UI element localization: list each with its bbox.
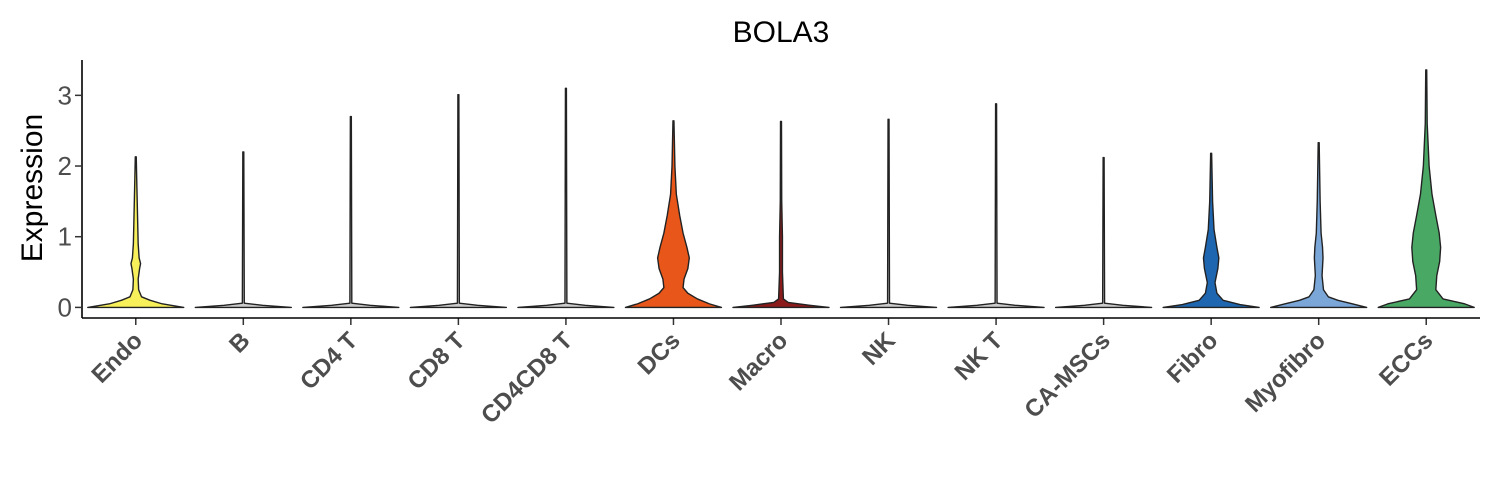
x-tick-label-macro: Macro [724,327,793,396]
y-axis-label: Expression [16,114,49,262]
y-tick-label: 0 [58,292,72,322]
x-tick-label-ca-mscs: CA-MSCs [1019,327,1115,423]
x-tick-label-nk: NK [857,327,901,371]
violin-ca-mscs [1054,156,1153,309]
x-tick-label-cd8-t: CD8 T [403,327,471,395]
x-tick-label-b: B [224,327,255,358]
x-tick-label-nk-t: NK T [950,327,1009,386]
x-tick-label-endo: Endo [86,327,148,389]
violin-group [87,69,1475,309]
violin-eccs [1377,69,1475,309]
violin-nk [839,118,938,309]
violin-endo [87,156,185,309]
x-tick-label-eccs: ECCs [1374,327,1438,391]
y-tick-label: 1 [58,222,72,252]
violin-fibro [1162,152,1260,309]
axes: Endo B CD4 T CD8 T CD4CD8 T DCs Macro NK NK T CA-… [58,60,1480,429]
violin-nk-t [947,103,1045,309]
chart-title: BOLA3 [733,16,830,49]
violin-cd4-t [302,115,400,309]
violin-cd8-t [409,93,508,309]
x-tick-label-cd4-t: CD4 T [295,327,363,395]
y-tick-label: 2 [58,151,72,181]
x-tick-label-myofibro: Myofibro [1240,327,1331,418]
y-tick-label: 3 [58,80,72,110]
violin-myofibro [1269,142,1368,309]
x-tick-label-cd4cd8-t: CD4CD8 T [476,327,578,429]
violin-macro [732,120,830,309]
violin-dcs [624,120,723,309]
x-tick-label-dcs: DCs [633,327,686,380]
x-tick-label-fibro: Fibro [1162,327,1224,389]
violin-cd4cd8-t [517,87,615,309]
violin-b [194,151,293,309]
